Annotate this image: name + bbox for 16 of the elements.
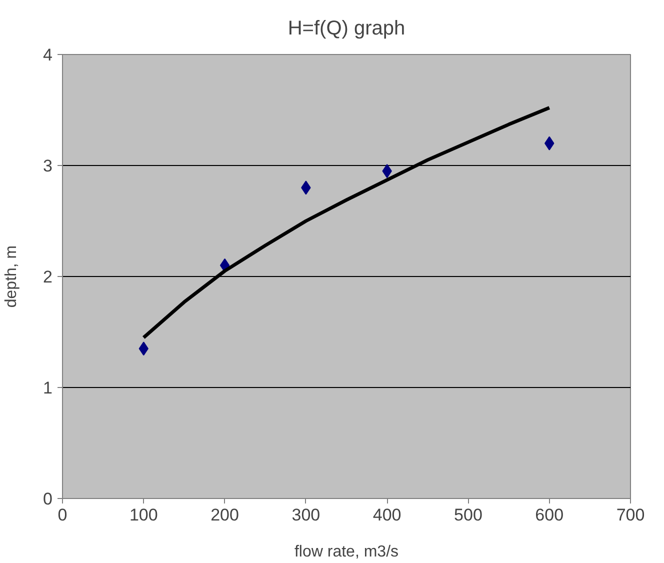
- x-tick-label: 600: [535, 506, 564, 524]
- y-tick-label: 1: [43, 378, 53, 398]
- x-tick-label: 400: [372, 506, 402, 524]
- y-tick-label: 0: [43, 490, 53, 508]
- x-tick-label: 500: [454, 506, 482, 524]
- y-axis-title: depth, m: [3, 245, 20, 308]
- x-tick-label: 100: [129, 506, 158, 524]
- y-tick-label: 3: [43, 156, 53, 176]
- x-tick-label: 700: [616, 506, 645, 524]
- x-tick-label: 200: [210, 506, 239, 524]
- x-tick-label: 300: [292, 506, 320, 524]
- y-tick-label: 4: [43, 46, 53, 64]
- x-axis-title: flow rate, m3/s: [294, 544, 399, 560]
- y-tick-label: 2: [43, 268, 53, 286]
- chart-title: H=f(Q) graph: [288, 18, 406, 40]
- x-tick-label: 0: [58, 506, 68, 524]
